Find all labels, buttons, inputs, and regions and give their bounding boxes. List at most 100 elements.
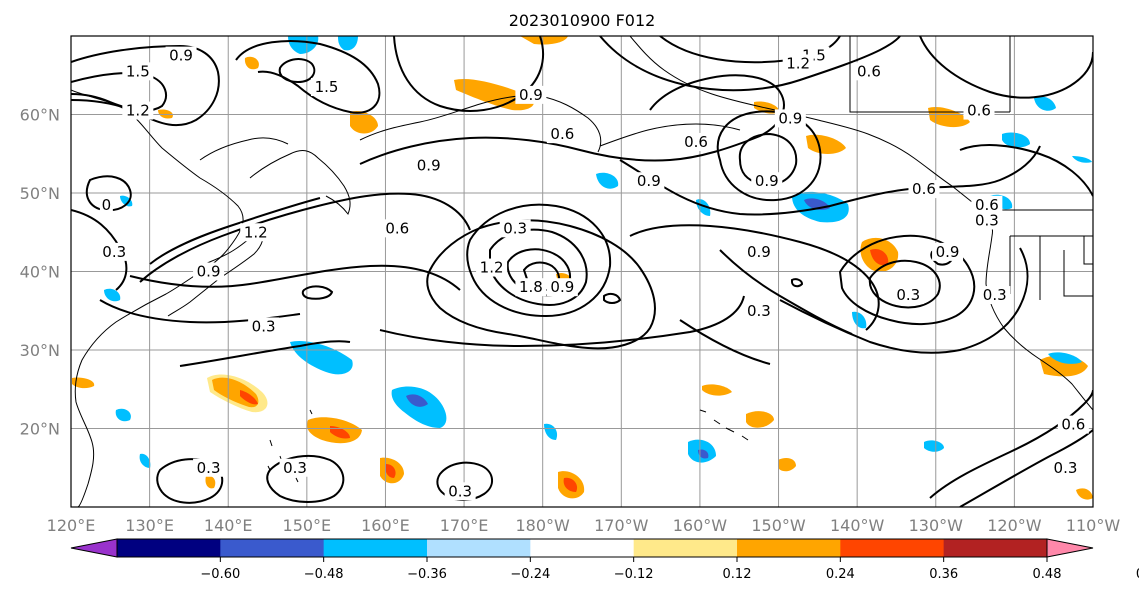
fill-patch xyxy=(454,78,534,111)
contour-line xyxy=(738,132,798,186)
contour-line xyxy=(278,58,316,84)
map-frame xyxy=(70,35,1094,508)
contour-line xyxy=(959,144,1093,197)
contour-label-halo xyxy=(633,172,665,191)
contour-label-halo xyxy=(1057,415,1089,434)
contour-label: 1.5 xyxy=(315,78,339,96)
contour-line xyxy=(436,461,493,501)
contour-label: 0.9 xyxy=(417,157,441,175)
contour-label-halo xyxy=(908,180,940,199)
lon-tick-label: 140°E xyxy=(204,516,253,535)
contour-label: 0.9 xyxy=(550,278,574,296)
colorbar-segment xyxy=(840,539,945,557)
contour-line xyxy=(71,72,167,112)
hawaii-islands xyxy=(699,409,749,441)
contour-line xyxy=(301,285,334,300)
contour-label: 0.9 xyxy=(637,172,661,190)
colorbar-tick-label: −0.60 xyxy=(200,567,240,582)
colorbar-under-extension xyxy=(70,538,118,558)
contour-label: 0.9 xyxy=(778,109,802,127)
contour-label-halo xyxy=(122,101,154,120)
colorbar-segments xyxy=(117,539,1048,557)
fill-patch xyxy=(391,386,447,428)
lon-tick-label: 120°W xyxy=(987,516,1042,535)
contour-line xyxy=(629,224,880,331)
lon-tick-label: 180°W xyxy=(516,516,571,535)
lat-tick-label: 50°N xyxy=(20,184,60,203)
fill-patch xyxy=(406,394,428,407)
contour-label-halo xyxy=(499,219,531,238)
colorbar-tick-label: −0.12 xyxy=(614,567,654,582)
contour-line xyxy=(929,389,1093,499)
contour-line xyxy=(838,234,976,326)
gridlines xyxy=(71,36,1093,507)
fill-patch xyxy=(1002,132,1030,148)
colorbar-segment xyxy=(530,539,635,557)
lon-tick-label: 150°E xyxy=(283,516,332,535)
contour-line xyxy=(716,110,822,202)
contour-line xyxy=(359,74,785,165)
colorbar-ticks: −0.60 −0.48 −0.36 −0.24 −0.12 0.12 0.24 0.36 0.4… xyxy=(200,557,1139,582)
lon-tick-label: 160°E xyxy=(361,516,410,535)
lon-tick-label: 110°W xyxy=(1066,516,1121,535)
fill-patch xyxy=(72,377,95,389)
japan-coastline xyxy=(167,229,264,317)
contour-label: 0.3 xyxy=(252,317,276,335)
contour-label: 0.6 xyxy=(1061,416,1085,434)
contour-label: 0.9 xyxy=(747,243,771,261)
contour-label-halo xyxy=(444,482,476,501)
colorbar-segment xyxy=(117,539,221,557)
contour-label-halo xyxy=(680,132,712,151)
contour-line xyxy=(779,247,1029,354)
colorbar-segment xyxy=(427,539,531,557)
contour-label: 0.3 xyxy=(197,459,221,477)
contour-line xyxy=(393,36,545,112)
contour-label: 0.6 xyxy=(975,196,999,214)
contour-label: 1.2 xyxy=(786,54,810,72)
fill-patch xyxy=(120,195,133,207)
contour-label-halo xyxy=(381,219,413,238)
sea-of-okhotsk-coastline xyxy=(199,137,289,161)
contour-label-halo xyxy=(1049,458,1081,477)
contour-label: 1.5 xyxy=(126,62,150,80)
fill-patch xyxy=(385,464,396,478)
contour-label-halo xyxy=(248,317,280,336)
contour-label-halo xyxy=(932,242,964,261)
fill-patch xyxy=(778,458,796,472)
fill-patch xyxy=(924,440,944,452)
lon-tick-label: 160°W xyxy=(673,516,728,535)
fill-patch xyxy=(563,477,578,492)
fill-patch xyxy=(290,340,353,375)
contour-line xyxy=(129,264,461,291)
fill-patch xyxy=(870,248,889,266)
lon-tick-label: 130°E xyxy=(125,516,174,535)
aleutian-chain xyxy=(599,123,741,147)
contour-line xyxy=(139,192,471,283)
colorbar-tick-label: 0.12 xyxy=(723,567,752,582)
fill-patch xyxy=(139,453,151,468)
us-state-borders xyxy=(1009,235,1093,300)
contour-label-halo xyxy=(782,54,814,73)
fill-patch xyxy=(1072,156,1092,163)
contour-line xyxy=(466,203,612,318)
contour-line xyxy=(659,36,841,64)
contour-label: 0.3 xyxy=(1054,459,1078,477)
fill-patch xyxy=(1048,352,1082,364)
contour-line xyxy=(85,175,132,212)
contour-label: 1.2 xyxy=(126,102,150,120)
fill-patch xyxy=(520,36,568,45)
contour-label-halo xyxy=(193,262,225,281)
contour-line xyxy=(379,295,745,348)
contour-labels: 0.91.51.51.20.90.60.91.51.2 0.60.90.60.9 0… xyxy=(98,46,1089,501)
contour-label-halo xyxy=(279,458,311,477)
colorbar-tick-label: −0.48 xyxy=(304,567,344,582)
colorbar-over-extension xyxy=(1046,538,1094,558)
fill-patch xyxy=(852,311,867,329)
asia-coastline xyxy=(71,89,244,507)
contour-label: 0 xyxy=(102,196,112,214)
fill-patch xyxy=(330,426,350,439)
contour-label-halo xyxy=(165,46,197,65)
map-panel: 0.91.51.51.20.90.60.91.51.2 0.60.90.60.9 0… xyxy=(70,35,1094,508)
contour-line xyxy=(619,145,1041,216)
